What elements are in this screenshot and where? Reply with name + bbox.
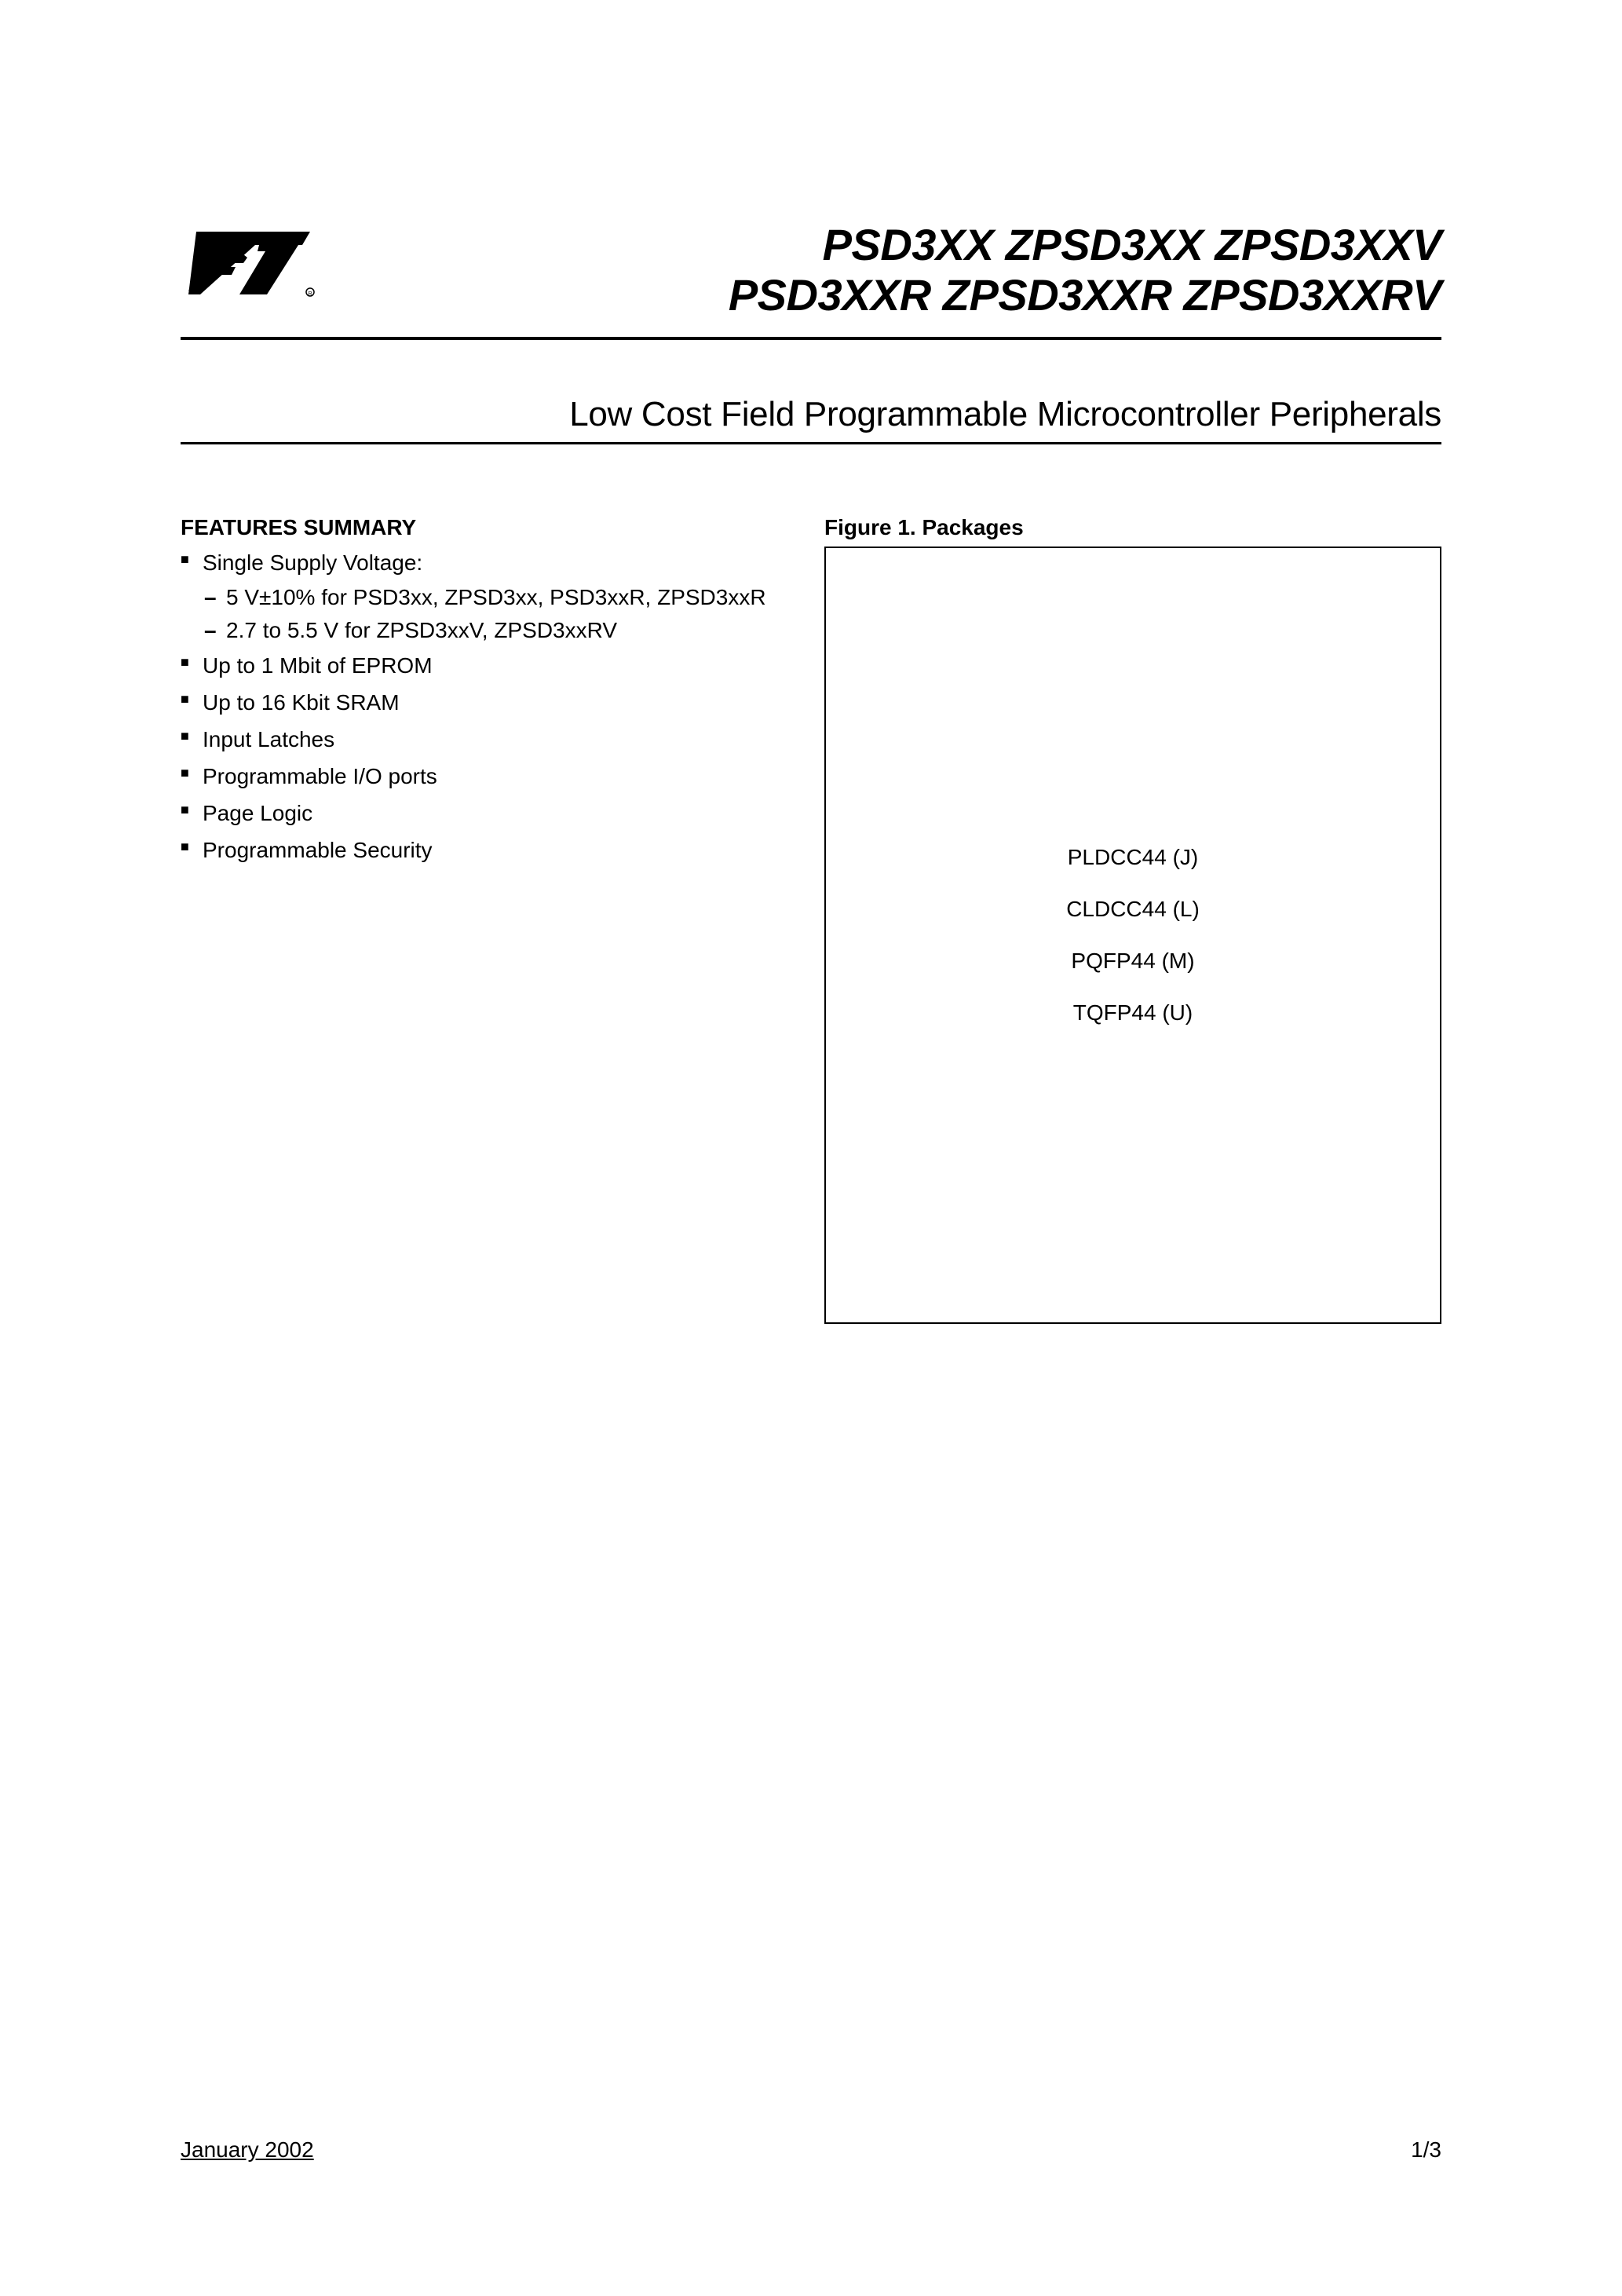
logo-and-title-row: R PSD3XX ZPSD3XX ZPSD3XXV PSD3XXR ZPSD3X… [181,220,1441,321]
feature-item: Page Logic [181,797,785,830]
feature-text: Single Supply Voltage: [203,550,422,575]
features-heading: FEATURES SUMMARY [181,515,785,540]
footer: January 2002 1/3 [181,2137,1441,2163]
feature-item: Programmable I/O ports [181,760,785,793]
feature-text: Input Latches [203,727,334,751]
content-area: FEATURES SUMMARY Single Supply Voltage: … [181,515,1441,1324]
sub-feature-item: 2.7 to 5.5 V for ZPSD3xxV, ZPSD3xxRV [203,615,785,645]
footer-page: 1/3 [1411,2137,1441,2163]
feature-item: Programmable Security [181,834,785,867]
features-column: FEATURES SUMMARY Single Supply Voltage: … [181,515,785,1324]
product-title-line-1: PSD3XX ZPSD3XX ZPSD3XXV [338,220,1441,270]
features-list: Single Supply Voltage: 5 V±10% for PSD3x… [181,547,785,867]
package-label: PQFP44 (M) [1071,949,1194,974]
header-section: R PSD3XX ZPSD3XX ZPSD3XXV PSD3XXR ZPSD3X… [181,220,1441,444]
footer-date: January 2002 [181,2137,314,2163]
product-titles: PSD3XX ZPSD3XX ZPSD3XXV PSD3XXR ZPSD3XXR… [338,220,1441,321]
sub-feature-list: 5 V±10% for PSD3xx, ZPSD3xx, PSD3xxR, ZP… [203,582,785,645]
package-label: CLDCC44 (L) [1066,897,1200,922]
package-label: TQFP44 (U) [1073,1000,1193,1026]
figure-box: PLDCC44 (J) CLDCC44 (L) PQFP44 (M) TQFP4… [824,547,1441,1324]
svg-text:R: R [308,291,312,297]
product-title-line-2: PSD3XXR ZPSD3XXR ZPSD3XXRV [338,270,1441,320]
subtitle-divider [181,442,1441,444]
feature-item: Up to 16 Kbit SRAM [181,686,785,719]
feature-text: Programmable Security [203,838,433,862]
feature-text: Up to 16 Kbit SRAM [203,690,400,715]
subtitle-text: Low Cost Field Programmable Microcontrol… [181,395,1441,434]
title-divider [181,337,1441,340]
figure-column: Figure 1. Packages PLDCC44 (J) CLDCC44 (… [824,515,1441,1324]
feature-item: Input Latches [181,723,785,756]
feature-text: Up to 1 Mbit of EPROM [203,653,433,678]
figure-title: Figure 1. Packages [824,515,1441,540]
logo-container: R [181,220,338,306]
feature-text: Programmable I/O ports [203,764,437,788]
feature-text: Page Logic [203,801,312,825]
st-logo-icon: R [181,220,322,306]
sub-feature-item: 5 V±10% for PSD3xx, ZPSD3xx, PSD3xxR, ZP… [203,582,785,612]
feature-item: Up to 1 Mbit of EPROM [181,649,785,682]
subtitle-section: Low Cost Field Programmable Microcontrol… [181,395,1441,444]
package-label: PLDCC44 (J) [1068,845,1198,870]
feature-item: Single Supply Voltage: 5 V±10% for PSD3x… [181,547,785,645]
